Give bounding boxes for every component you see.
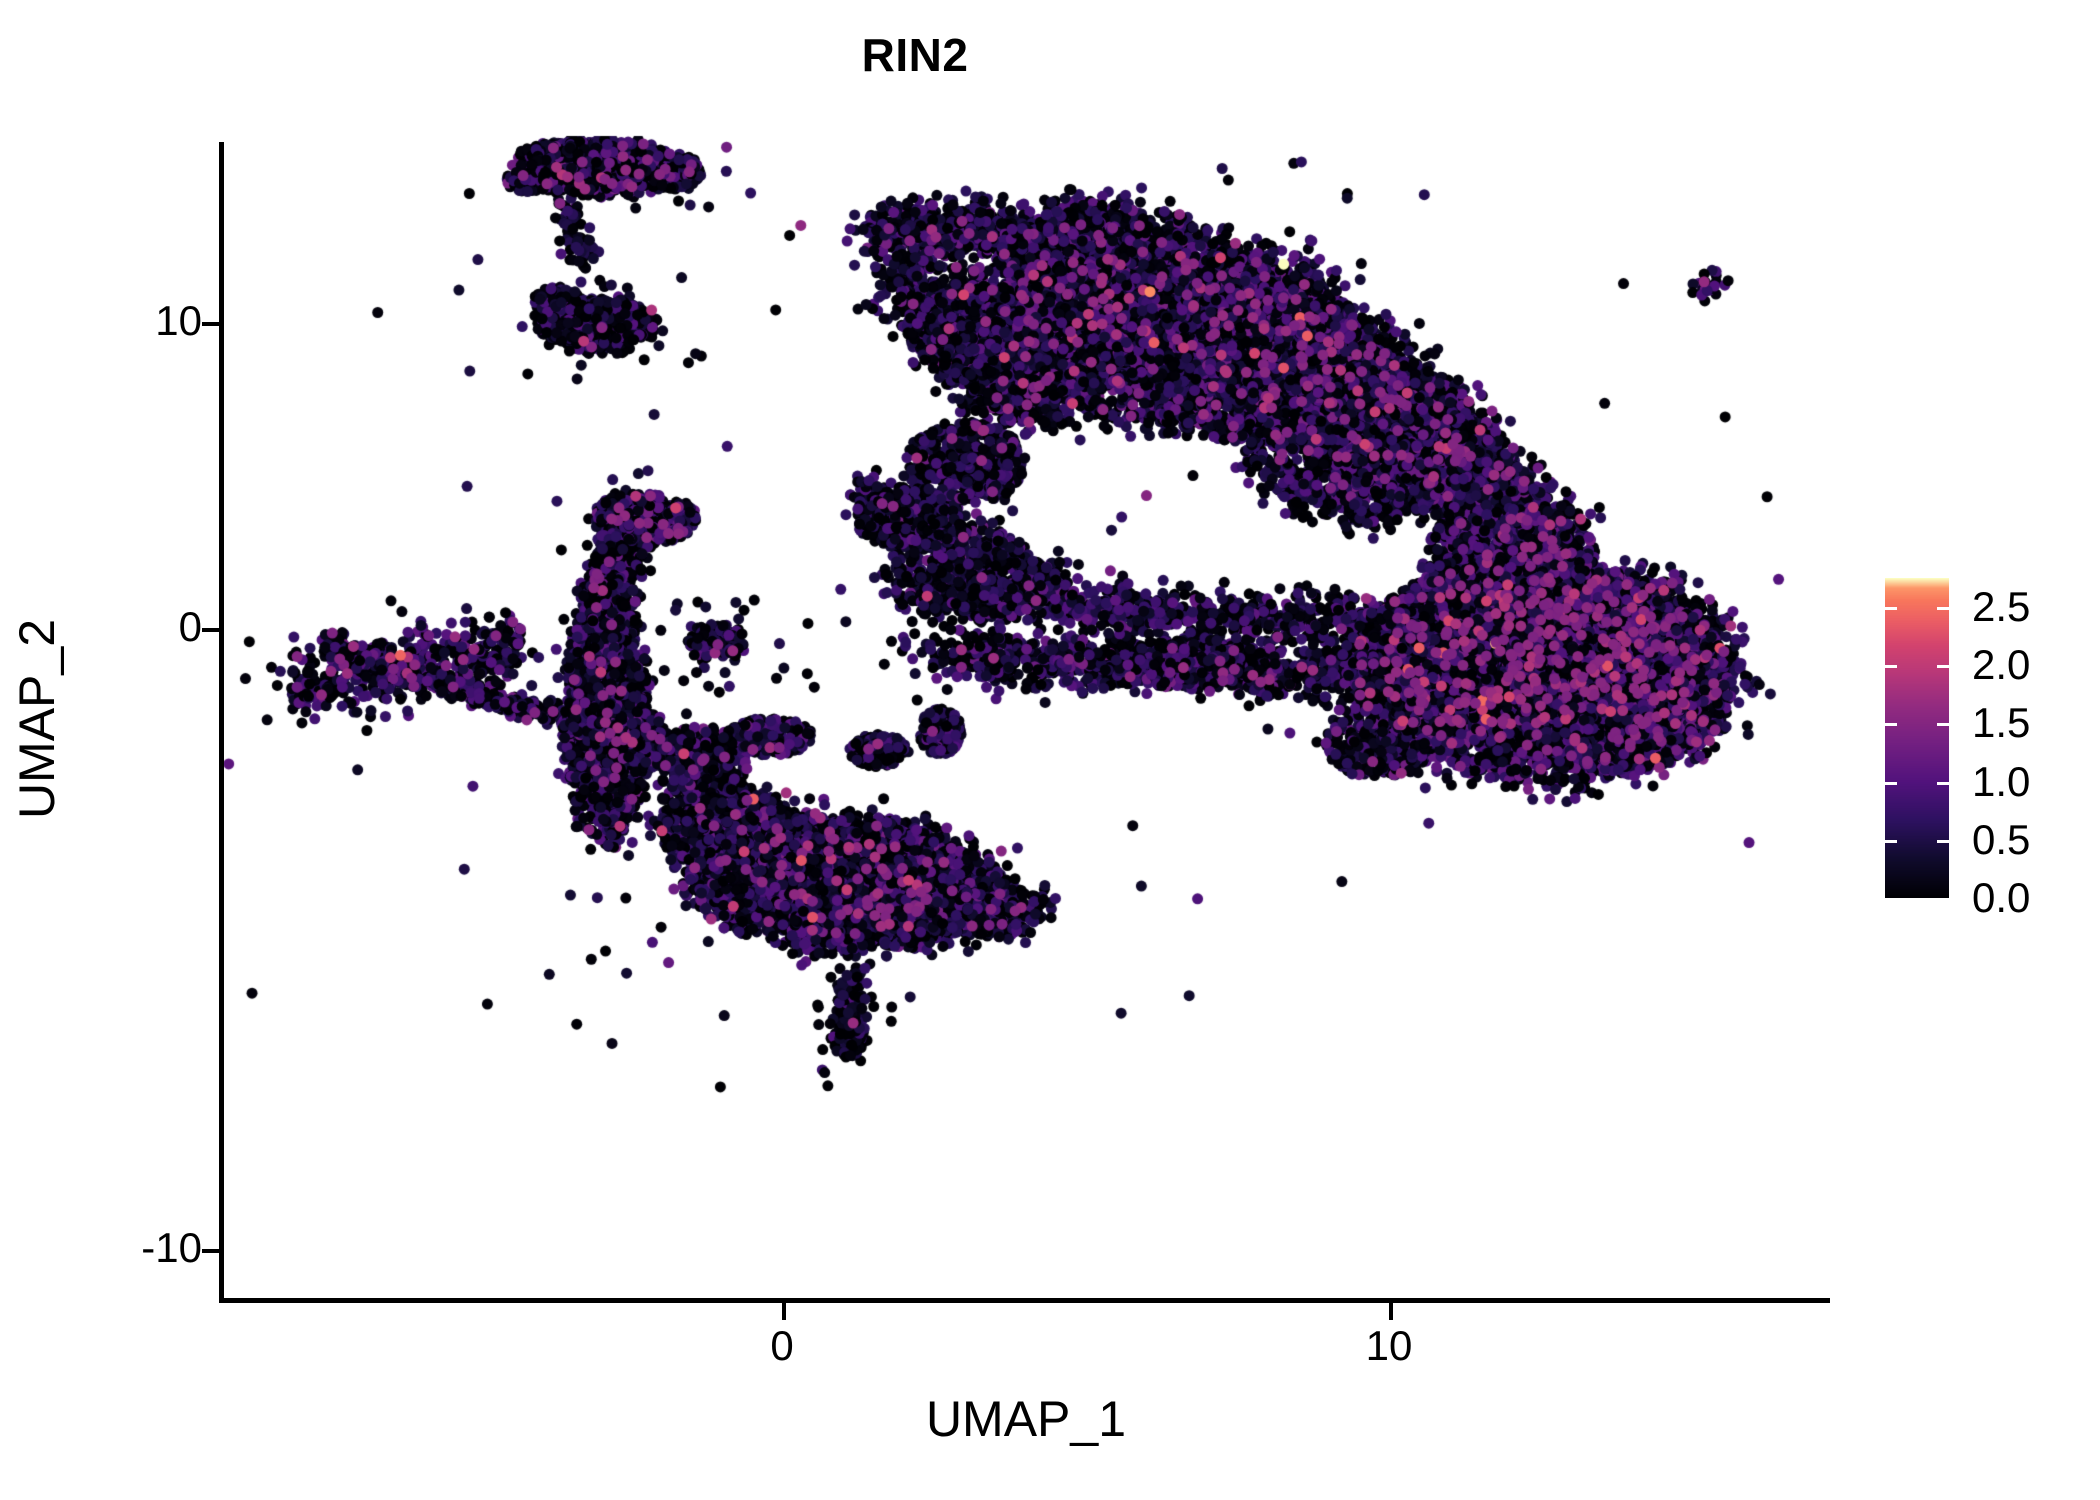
- x-tick-label-0: 0: [770, 1322, 794, 1369]
- colorbar-tick-mark: [1937, 607, 1949, 611]
- color-legend: 0.0 0.5 1.0 1.5 2.0 2.5: [1880, 570, 2090, 919]
- y-axis-line: [219, 142, 224, 1303]
- y-tick-mark-neg10: [202, 1249, 219, 1253]
- y-tick-mark-10: [202, 322, 219, 326]
- colorbar-label-1p0: 1.0: [1972, 757, 2031, 805]
- colorbar-tick-mark: [1885, 781, 1897, 785]
- colorbar-tick-mark: [1937, 665, 1949, 669]
- y-tick-label-0: 0: [178, 603, 202, 650]
- y-tick-label-neg10: -10: [141, 1224, 202, 1271]
- colorbar-tick-mark: [1937, 723, 1949, 727]
- colorbar-tick-mark: [1937, 898, 1949, 901]
- x-axis-line: [219, 1298, 1830, 1303]
- x-tick-mark-0: [782, 1303, 786, 1320]
- colorbar-label-1p5: 1.5: [1972, 699, 2031, 747]
- colorbar-tick-mark: [1937, 839, 1949, 843]
- colorbar-tick-mark: [1885, 839, 1897, 843]
- colorbar-tick-mark: [1885, 723, 1897, 727]
- y-tick-mark-0: [202, 628, 219, 632]
- colorbar-label-2p5: 2.5: [1972, 583, 2031, 631]
- colorbar-label-0p0: 0.0: [1972, 874, 2031, 921]
- colorbar-tick-mark: [1885, 898, 1897, 901]
- x-axis-title: UMAP_1: [925, 1391, 1127, 1447]
- colorbar-gradient: [1885, 578, 1949, 898]
- colorbar-tick-mark: [1885, 665, 1897, 669]
- y-axis-title: UMAP_2: [9, 618, 65, 820]
- x-tick-label-10: 10: [1365, 1322, 1413, 1369]
- colorbar-label-2p0: 2.0: [1972, 641, 2031, 689]
- x-tick-mark-10: [1389, 1303, 1393, 1320]
- colorbar-tick-mark: [1885, 607, 1897, 611]
- colorbar-label-0p5: 0.5: [1972, 815, 2031, 863]
- colorbar-tick-mark: [1937, 781, 1949, 785]
- y-tick-label-10: 10: [155, 297, 202, 344]
